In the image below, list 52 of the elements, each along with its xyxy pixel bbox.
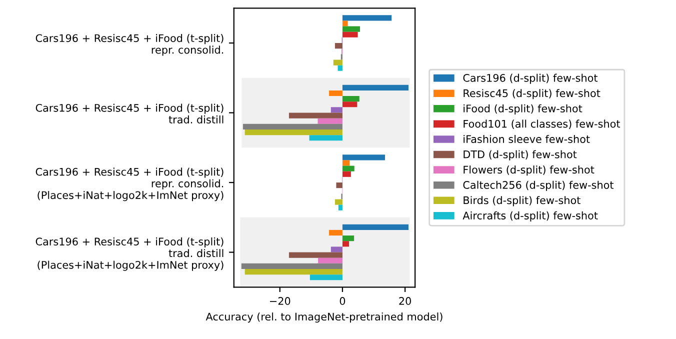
bar (334, 43, 342, 49)
bar (309, 135, 342, 141)
bar (342, 154, 386, 160)
bar (342, 166, 354, 172)
bar (342, 160, 350, 166)
bar (288, 112, 342, 118)
bar (310, 274, 342, 280)
legend-label: Food101 (all classes) few-shot (464, 120, 620, 129)
bar (242, 124, 342, 130)
bar (342, 15, 392, 21)
bar (342, 84, 408, 90)
legend-label: DTD (d-split) few-shot (464, 150, 577, 160)
bar (342, 236, 354, 242)
bar (342, 224, 408, 230)
bar (342, 241, 350, 247)
bar (241, 263, 342, 269)
bar (338, 65, 342, 71)
x-tick-label: 0 (340, 297, 346, 305)
legend-label: Birds (d-split) few-shot (464, 196, 580, 206)
legend-label: Flowers (d-split) few-shot (464, 166, 594, 176)
bar (333, 60, 342, 66)
legend-label: Caltech256 (d-split) few-shot (463, 180, 614, 191)
bar (244, 269, 342, 275)
bar (336, 182, 342, 188)
bar (338, 204, 342, 210)
legend-label: Cars196 (d-split) few-shot (463, 74, 598, 84)
bar (342, 171, 351, 177)
bar (329, 90, 342, 96)
x-tick-label: 20 (399, 297, 411, 305)
y-tick-label: Cars196 + Resisc45 + iFood (t-split) repr. consolid. (36, 34, 224, 56)
x-tick-label: −20 (270, 297, 290, 305)
bar (342, 102, 358, 108)
y-tick-label: Cars196 + Resisc45 + iFood (t-split) trad. distill (Places+iNat+logo2k+ImNet proxy) (36, 237, 224, 271)
legend-label: iFashion sleeve few-shot (464, 134, 590, 144)
bar (329, 230, 342, 236)
legend-label: Resisc45 (d-split) few-shot (464, 89, 600, 100)
legend-label: iFood (d-split) few-shot (464, 104, 582, 114)
bar (342, 26, 360, 32)
bar (342, 32, 358, 38)
legend-label: Aircrafts (d-split) few-shot (462, 211, 598, 222)
x-axis-title: Accuracy (rel. to ImageNet-pretrained model) (206, 312, 442, 323)
bar (244, 130, 342, 136)
bar (288, 252, 342, 258)
y-tick-label: Cars196 + Resisc45 + iFood (t-split) trad. distill (36, 104, 224, 124)
bar (318, 118, 342, 124)
bar (342, 96, 360, 102)
bar (342, 20, 348, 26)
bar (330, 246, 342, 252)
y-tick-label: Cars196 + Resisc45 + iFood (t-split) repr. consolid. (Places+iNat+logo2k+ImNet proxy) (36, 168, 224, 202)
bar (318, 258, 342, 264)
bar (330, 107, 342, 113)
bar (334, 199, 342, 205)
